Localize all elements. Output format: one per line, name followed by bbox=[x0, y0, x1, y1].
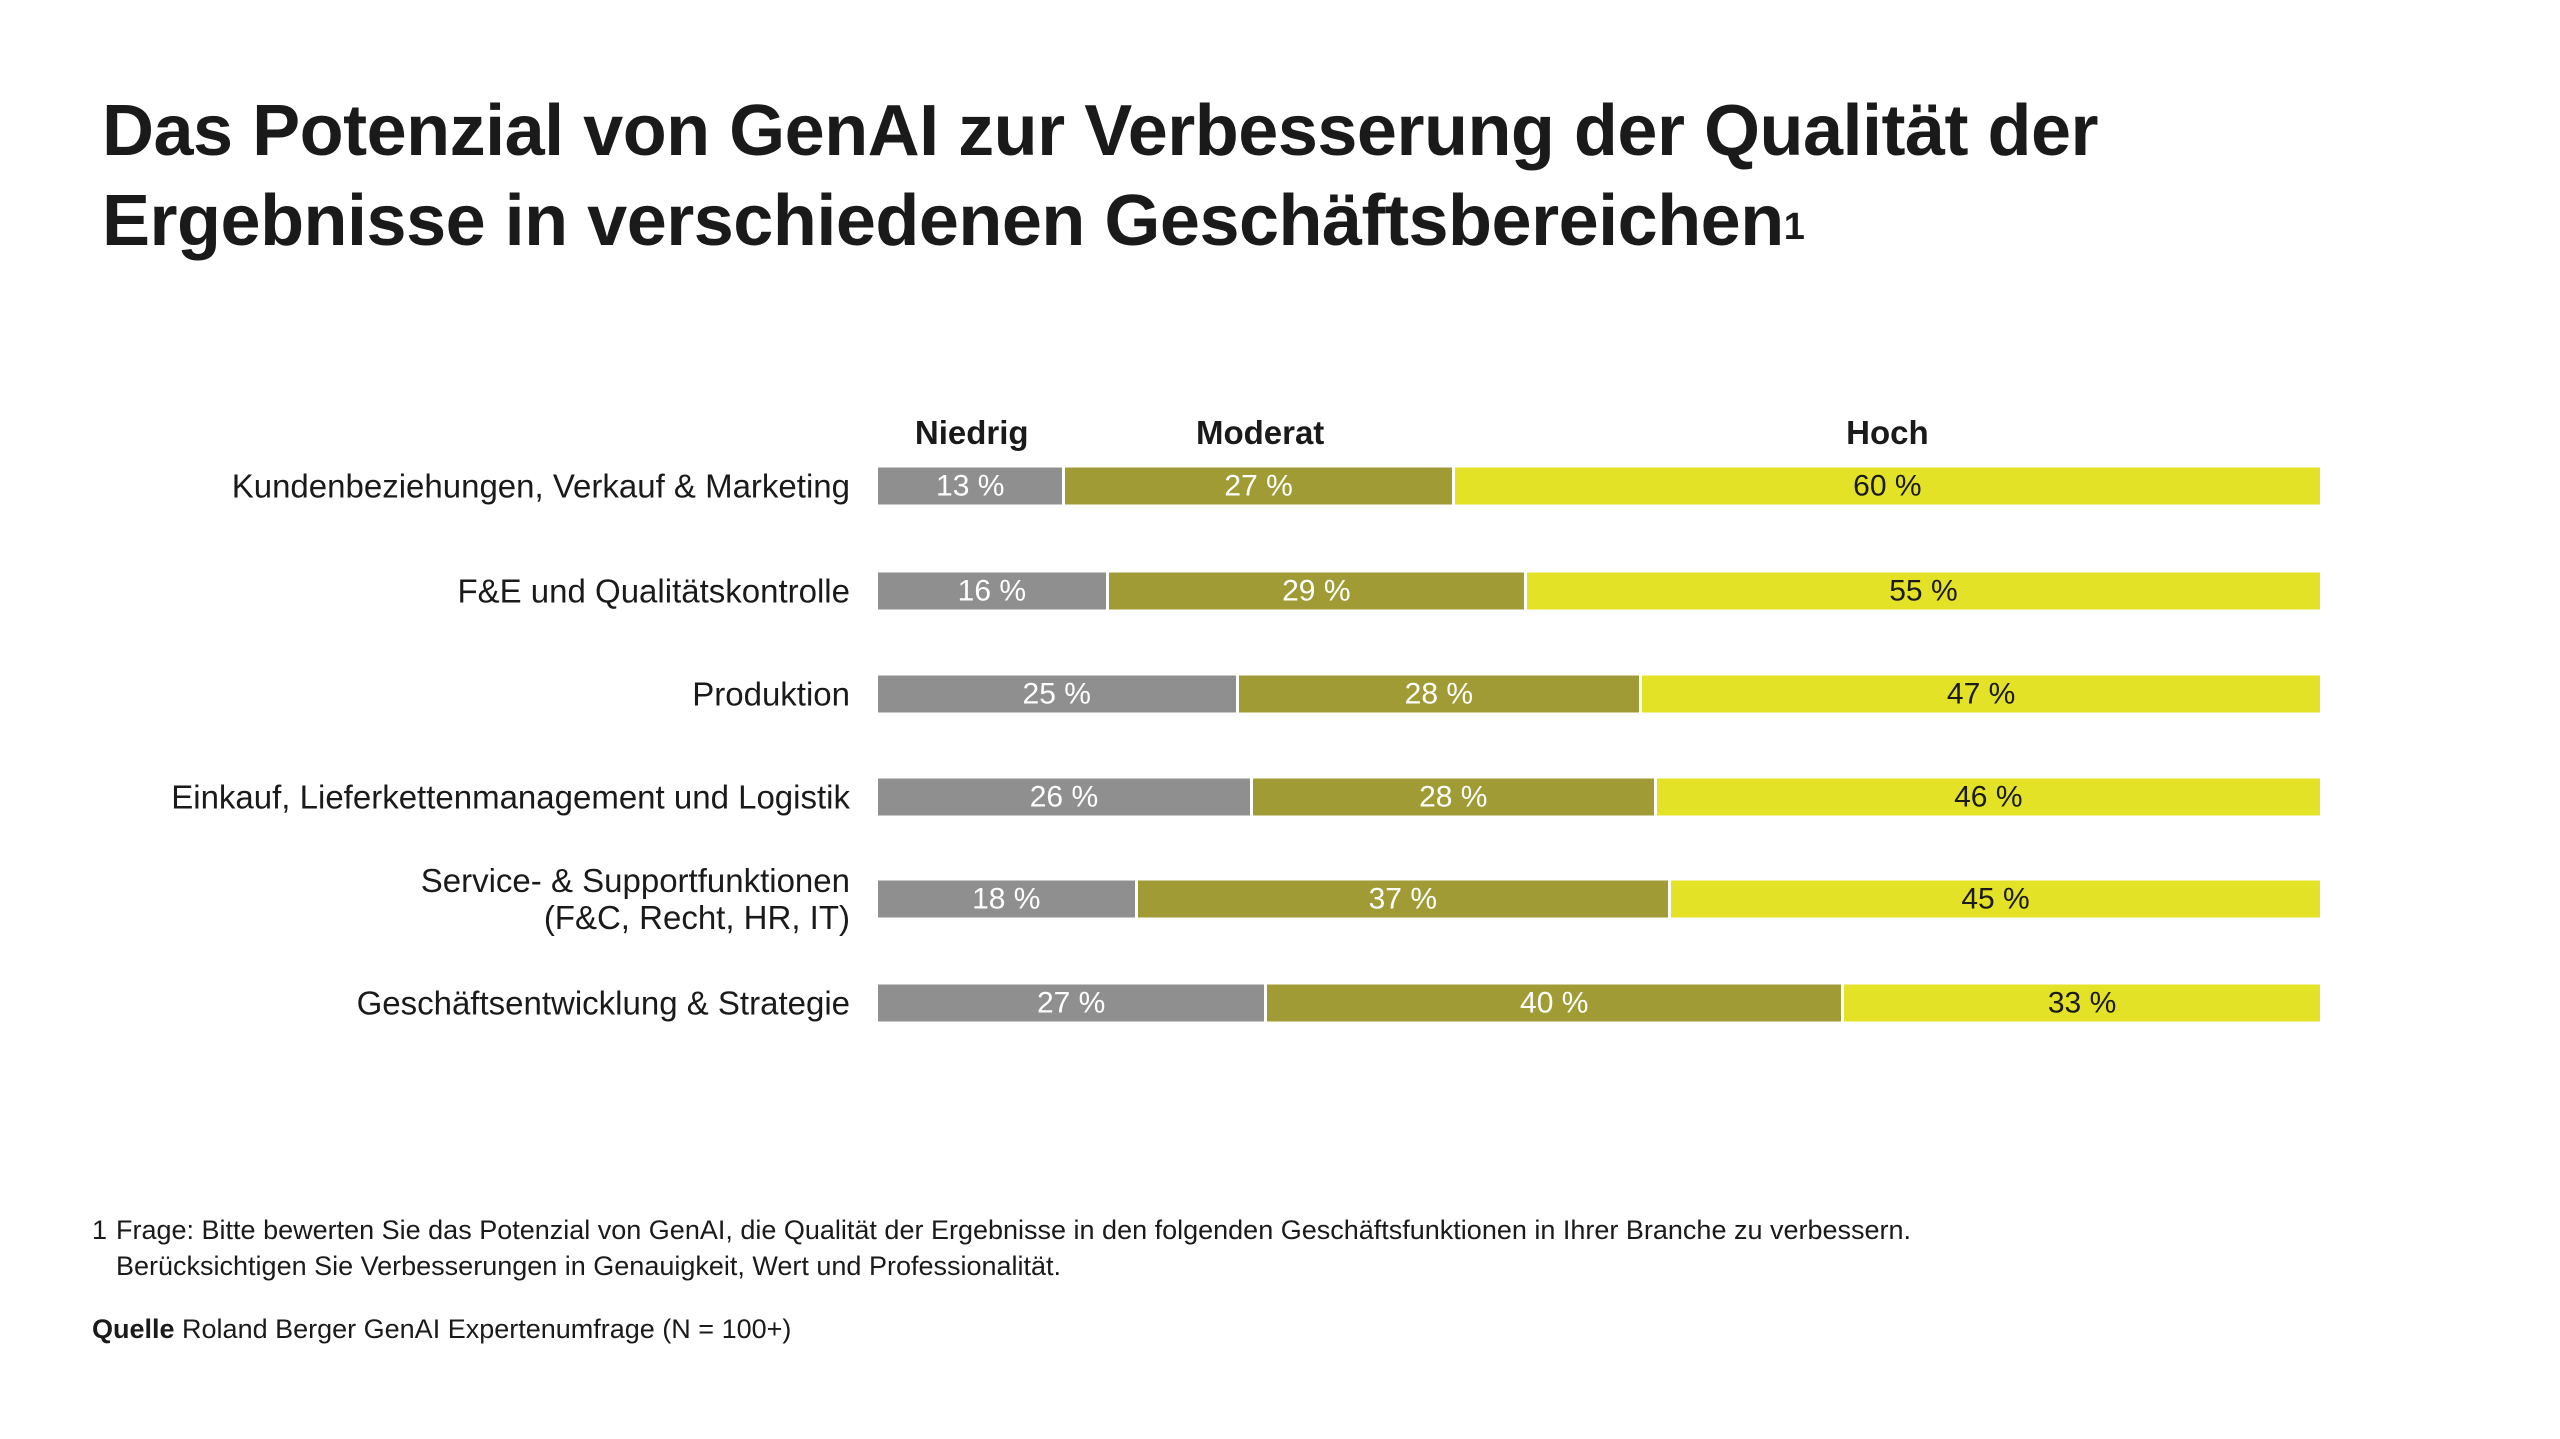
bar-segment-niedrig: 13 % bbox=[878, 467, 1066, 505]
data-label: 46 % bbox=[1954, 780, 2023, 813]
category-label: Produktion bbox=[692, 675, 850, 713]
category-label: Geschäftsentwicklung & Strategie bbox=[356, 984, 850, 1022]
bar-segment-moderat: 29 % bbox=[1108, 572, 1527, 610]
stacked-bar-chart: Kundenbeziehungen, Verkauf & Marketing Ni… bbox=[171, 414, 2320, 1022]
bar-segment-niedrig: 18 % bbox=[878, 880, 1138, 918]
data-label: 25 % bbox=[1022, 677, 1091, 710]
data-label: 27 % bbox=[1224, 469, 1293, 502]
data-label: 40 % bbox=[1520, 986, 1589, 1019]
legend-niedrig: Niedrig bbox=[914, 414, 1029, 451]
data-label: 13 % bbox=[936, 469, 1005, 502]
legend-moderat: Moderat bbox=[1195, 414, 1325, 451]
data-label: 29 % bbox=[1282, 574, 1351, 607]
data-label: 55 % bbox=[1889, 574, 1958, 607]
footnote-number: 1 bbox=[92, 1215, 108, 1245]
bar-segment-hoch: 46 % bbox=[1656, 778, 2320, 816]
source-note: Quelle Roland Berger GenAI Expertenumfra… bbox=[92, 1314, 791, 1345]
data-label: 27 % bbox=[1036, 986, 1106, 1019]
bar-row-kundenbeziehungen-verkauf-marketing: 13 % 27 % 60 % bbox=[878, 467, 2320, 505]
bar-row-service-supportfunktionen-f-c-recht-hr-it: 18 % 37 % 45 % bbox=[878, 880, 2320, 918]
bar-segment-moderat: 37 % bbox=[1137, 880, 1672, 918]
bar-segment-niedrig: 25 % bbox=[878, 675, 1239, 713]
bar-segment-niedrig: 26 % bbox=[878, 778, 1253, 816]
data-label: 33 % bbox=[2047, 986, 2117, 1019]
category-label: F&E und Qualitätskontrolle bbox=[457, 572, 850, 610]
bar-segment-hoch: 45 % bbox=[1671, 880, 2320, 918]
source-text: Roland Berger GenAI Expertenumfrage (N =… bbox=[182, 1314, 792, 1344]
bar-segment-moderat: 28 % bbox=[1238, 675, 1643, 713]
footnote-line-2: Berücksichtigen Sie Verbesserungen in Ge… bbox=[116, 1251, 1062, 1281]
data-label: 37 % bbox=[1368, 882, 1437, 915]
footnote-marker: 1 bbox=[1783, 206, 1805, 248]
footnote-line-1: Frage: Bitte bewerten Sie das Potenzial … bbox=[116, 1215, 1912, 1245]
bar-segment-moderat: 28 % bbox=[1252, 778, 1657, 816]
title-text: Das Potenzial von GenAI zur Verbesserung… bbox=[102, 91, 2099, 261]
data-label: 28 % bbox=[1419, 780, 1488, 813]
category-label: Kundenbeziehungen, Verkauf & Marketing bbox=[231, 467, 850, 505]
data-label: 16 % bbox=[957, 574, 1027, 607]
bar-row-einkauf-lieferkettenmanagement-und-logistik: 26 % 28 % 46 % bbox=[878, 778, 2320, 816]
bar-segment-hoch: 33 % bbox=[1844, 984, 2320, 1022]
bar-row-gesch-ftsentwicklung-strategie: 27 % 40 % 33 % bbox=[878, 984, 2320, 1022]
bar-row-f-e-und-qualit-tskontrolle: 16 % 29 % 55 % bbox=[878, 572, 2320, 610]
category-label: Service- & Supportfunktionen (F&C, Recht… bbox=[420, 862, 850, 936]
data-label: 28 % bbox=[1404, 677, 1474, 710]
data-label: 18 % bbox=[972, 882, 1041, 915]
bar-segment-niedrig: 27 % bbox=[878, 984, 1268, 1022]
bar-segment-hoch: 47 % bbox=[1642, 675, 2320, 713]
data-label: 45 % bbox=[1961, 882, 2030, 915]
category-label: Einkauf, Lieferkettenmanagement und Logi… bbox=[171, 778, 850, 816]
bar-segment-moderat: 40 % bbox=[1267, 984, 1845, 1022]
bar-segment-hoch: 60 % bbox=[1454, 467, 2320, 505]
bar-row-produktion: 25 % 28 % 47 % bbox=[878, 675, 2320, 713]
source-label: Quelle bbox=[92, 1314, 175, 1344]
data-label: 60 % bbox=[1853, 469, 1922, 502]
legend-hoch: Hoch bbox=[1846, 414, 1929, 451]
bar-segment-niedrig: 16 % bbox=[878, 572, 1109, 610]
bar-segment-hoch: 55 % bbox=[1526, 572, 2320, 610]
footnote: 1 Frage: Bitte bewerten Sie das Potenzial… bbox=[92, 1212, 1911, 1284]
chart-title: Das Potenzial von GenAI zur Verbesserung… bbox=[102, 86, 2302, 266]
data-label: 47 % bbox=[1946, 677, 2016, 710]
bar-segment-moderat: 27 % bbox=[1065, 467, 1455, 505]
data-label: 26 % bbox=[1029, 780, 1099, 813]
